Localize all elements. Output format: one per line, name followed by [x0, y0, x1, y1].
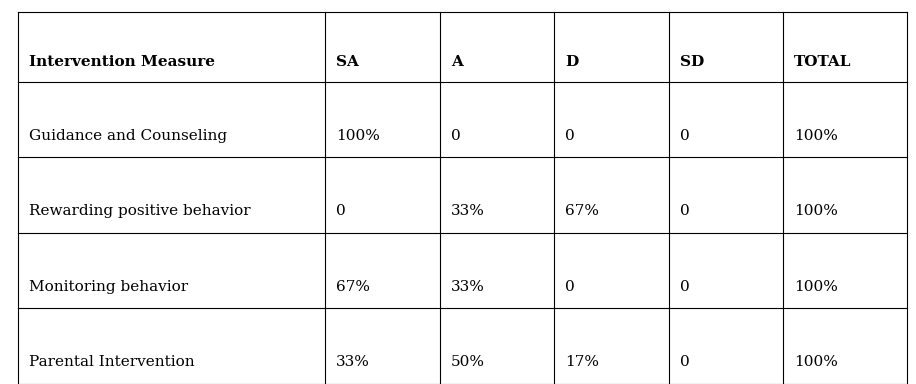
Text: 50%: 50%: [451, 355, 485, 369]
Text: 17%: 17%: [565, 355, 599, 369]
Text: Parental Intervention: Parental Intervention: [29, 355, 195, 369]
Text: D: D: [565, 55, 578, 69]
Text: Monitoring behavior: Monitoring behavior: [29, 280, 189, 294]
Text: 67%: 67%: [336, 280, 370, 294]
Text: 0: 0: [565, 129, 575, 143]
Text: 0: 0: [680, 280, 690, 294]
Text: 0: 0: [336, 204, 346, 218]
Text: 33%: 33%: [451, 204, 485, 218]
Text: 100%: 100%: [794, 129, 838, 143]
Text: 0: 0: [451, 129, 461, 143]
Text: 33%: 33%: [336, 355, 370, 369]
Text: SA: SA: [336, 55, 359, 69]
Text: 33%: 33%: [451, 280, 485, 294]
Text: TOTAL: TOTAL: [794, 55, 852, 69]
Text: 100%: 100%: [794, 204, 838, 218]
Text: Guidance and Counseling: Guidance and Counseling: [29, 129, 227, 143]
Text: SD: SD: [680, 55, 703, 69]
Text: 0: 0: [680, 204, 690, 218]
Text: 100%: 100%: [794, 280, 838, 294]
Text: 100%: 100%: [336, 129, 380, 143]
Text: 100%: 100%: [794, 355, 838, 369]
Text: 0: 0: [565, 280, 575, 294]
Text: Rewarding positive behavior: Rewarding positive behavior: [29, 204, 251, 218]
Text: 67%: 67%: [565, 204, 599, 218]
Text: 0: 0: [680, 355, 690, 369]
Text: Intervention Measure: Intervention Measure: [29, 55, 215, 69]
Text: 0: 0: [680, 129, 690, 143]
Text: A: A: [451, 55, 463, 69]
